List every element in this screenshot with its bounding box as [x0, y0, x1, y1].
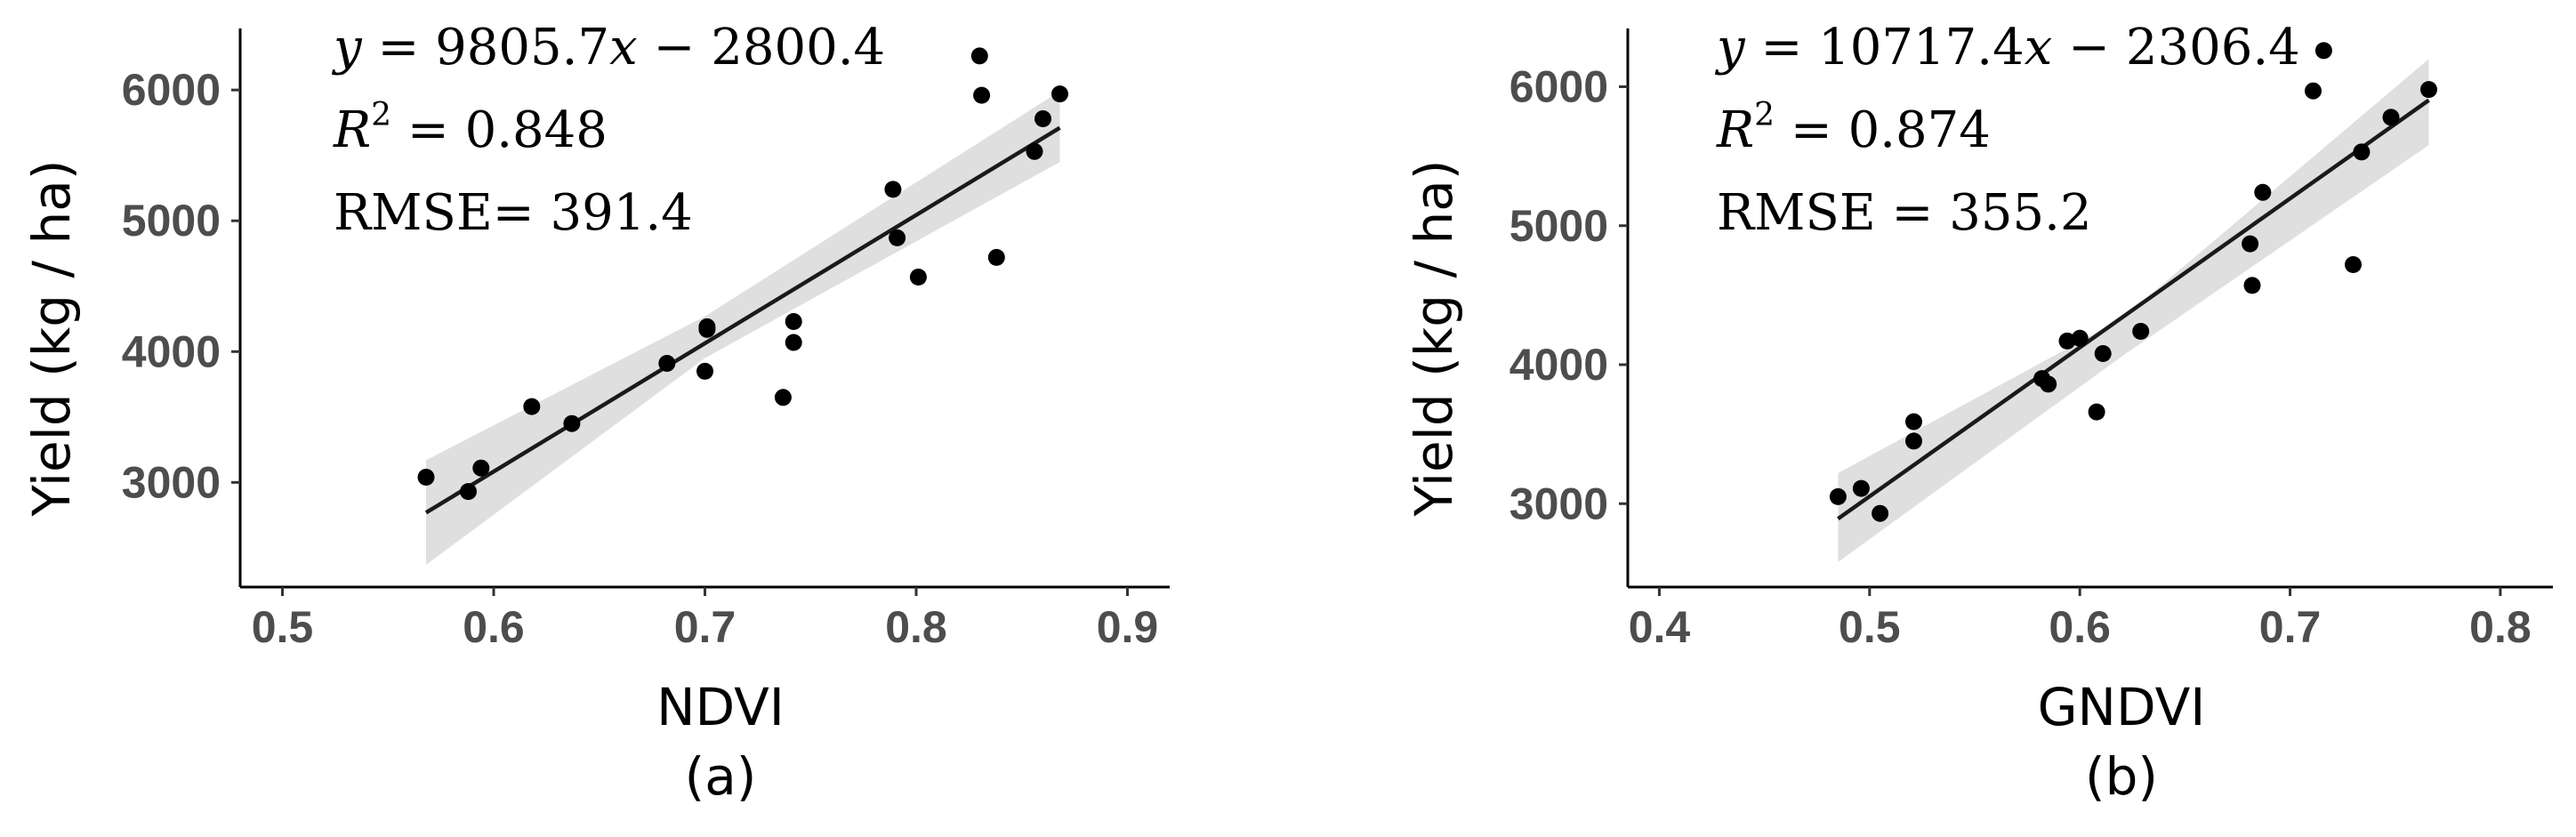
- y-tick-label: 4000: [1509, 340, 1608, 390]
- regression-line-a: [424, 125, 1061, 515]
- y-tick-label: 5000: [1509, 201, 1608, 251]
- y-tick-label: 5000: [122, 196, 221, 245]
- rmse-b: RMSE = 355.2: [1717, 184, 2092, 242]
- confidence-band-a: [426, 91, 1060, 566]
- scatter-panel-a: y = 9805.7x − 2800.4 R2 = 0.848 RMSE= 39…: [21, 19, 1170, 807]
- regression-line-b: [1837, 98, 2430, 521]
- panel-label-a: (a): [685, 746, 757, 807]
- data-point: [1872, 504, 1889, 522]
- data-point: [2071, 329, 2089, 347]
- data-point: [909, 269, 927, 286]
- data-point: [2345, 256, 2362, 273]
- data-point: [1051, 85, 1068, 103]
- equation-a: y = 9805.7x − 2800.4: [331, 19, 885, 76]
- data-point: [563, 414, 581, 432]
- data-point: [2242, 235, 2259, 253]
- data-point: [1905, 413, 1922, 431]
- data-point: [884, 181, 902, 198]
- x-tick-label: 0.7: [674, 602, 737, 652]
- x-tick-label: 0.8: [885, 602, 947, 652]
- data-point: [2314, 42, 2332, 60]
- r-squared-a: R2 = 0.848: [333, 97, 608, 159]
- data-point: [785, 313, 802, 330]
- data-point: [523, 398, 541, 415]
- y-tick-label: 6000: [122, 65, 221, 115]
- x-tick-label: 0.8: [2469, 602, 2532, 652]
- x-tick-label: 0.7: [2259, 602, 2322, 652]
- data-point: [987, 248, 1005, 266]
- y-tick-label: 4000: [122, 326, 221, 376]
- y-axis-title-a: Yield (kg / ha): [21, 160, 82, 518]
- data-point: [1829, 487, 1847, 505]
- x-tick-label: 0.4: [1629, 602, 1691, 652]
- data-point: [1905, 432, 1922, 450]
- data-point: [2353, 143, 2371, 161]
- equation-b: y = 10717.4x − 2306.4: [1714, 19, 2300, 76]
- data-point: [973, 86, 991, 104]
- data-point: [2088, 403, 2105, 421]
- data-point: [1026, 142, 1043, 160]
- x-tick-label: 0.6: [2049, 602, 2111, 652]
- data-point: [2058, 332, 2076, 350]
- x-tick-label: 0.5: [252, 602, 314, 652]
- x-axis-title-b: GNDVI: [2038, 677, 2206, 737]
- y-axis-title-b: Yield (kg / ha): [1404, 160, 1464, 518]
- data-point: [774, 389, 792, 406]
- data-point: [2305, 82, 2322, 100]
- y-tick-label: 3000: [1509, 479, 1608, 528]
- data-point: [658, 355, 676, 372]
- data-point: [460, 483, 477, 501]
- data-point: [785, 334, 802, 351]
- data-point: [698, 318, 716, 335]
- data-point: [2132, 323, 2150, 340]
- y-tick-label: 3000: [122, 457, 221, 507]
- x-axis-title-a: NDVI: [656, 677, 785, 737]
- y-tick-label: 6000: [1509, 62, 1608, 112]
- data-point: [2243, 277, 2261, 294]
- scatter-panel-b: y = 10717.4x − 2306.4 R2 = 0.874 RMSE = …: [1404, 19, 2553, 807]
- data-point: [2040, 375, 2057, 393]
- x-tick-label: 0.9: [1097, 602, 1159, 652]
- r-squared-b: R2 = 0.874: [1716, 97, 1991, 159]
- data-point: [2420, 81, 2437, 99]
- data-point: [1852, 479, 1870, 497]
- x-tick-label: 0.5: [1839, 602, 1901, 652]
- data-point: [1034, 110, 1051, 127]
- rmse-a: RMSE= 391.4: [334, 184, 693, 242]
- data-point: [2094, 345, 2112, 362]
- data-point: [696, 362, 713, 380]
- x-tick-label: 0.6: [463, 602, 525, 652]
- data-point: [2382, 109, 2400, 126]
- panel-label-b: (b): [2085, 746, 2158, 807]
- data-point: [2254, 183, 2272, 201]
- data-point: [417, 469, 435, 486]
- data-point: [970, 47, 988, 65]
- data-point: [472, 459, 490, 477]
- data-point: [889, 229, 906, 246]
